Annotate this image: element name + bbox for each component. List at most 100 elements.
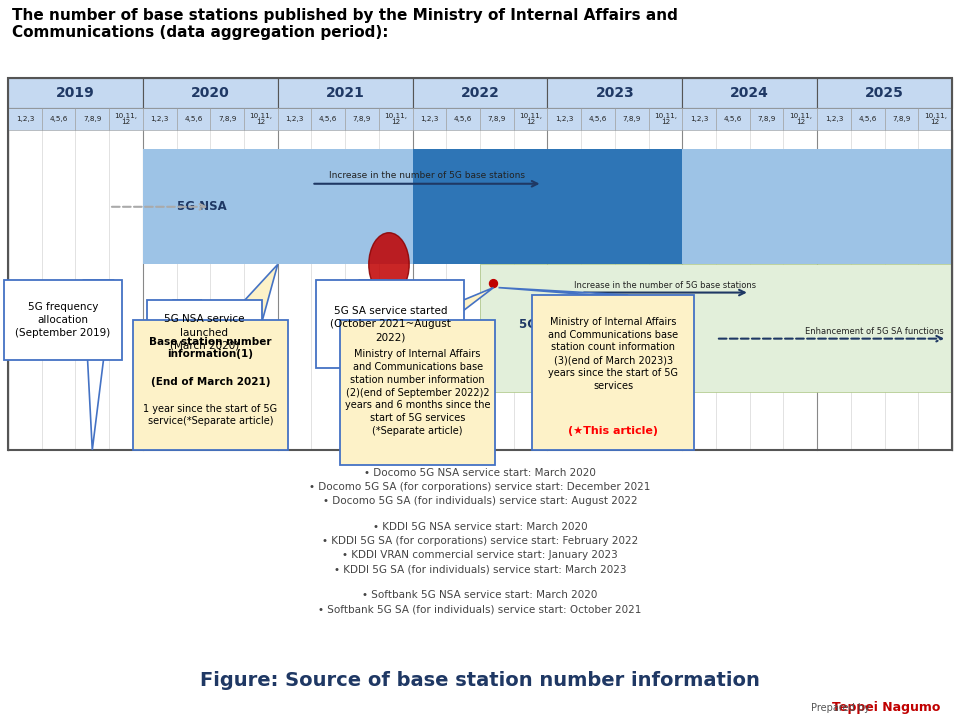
Text: 2021: 2021	[325, 86, 365, 100]
Bar	[614, 108, 649, 130]
Text: Ministry of Internal Affairs
and Communications base
station number information
: Ministry of Internal Affairs and Communi…	[345, 349, 491, 436]
Text: 2024: 2024	[731, 86, 769, 100]
Bar	[277, 78, 413, 108]
Bar	[581, 108, 614, 130]
Text: 5G frequency
allocation
(September 2019): 5G frequency allocation (September 2019)	[15, 302, 110, 338]
Polygon shape	[415, 287, 493, 320]
Bar	[413, 78, 547, 108]
Text: (★This article): (★This article)	[568, 426, 659, 436]
Bar	[143, 108, 177, 130]
Text: 10,11,
12: 10,11, 12	[519, 113, 542, 125]
Bar	[750, 108, 783, 130]
Text: • Docomo 5G SA (for individuals) service start: August 2022: • Docomo 5G SA (for individuals) service…	[323, 496, 637, 506]
Text: 4,5,6: 4,5,6	[49, 116, 68, 122]
Bar	[683, 78, 817, 108]
Text: 4,5,6: 4,5,6	[319, 116, 338, 122]
Bar	[340, 320, 495, 465]
Text: 5G NSA service
launched
(March 2020): 5G NSA service launched (March 2020)	[164, 315, 245, 351]
Text: 7,8,9: 7,8,9	[892, 116, 911, 122]
Bar	[919, 108, 952, 130]
Text: 10,11,
12: 10,11, 12	[250, 113, 273, 125]
Bar	[683, 149, 952, 264]
Text: 7,8,9: 7,8,9	[353, 116, 372, 122]
Bar	[8, 108, 41, 130]
Text: 1,2,3: 1,2,3	[690, 116, 708, 122]
Bar	[109, 108, 143, 130]
Text: Prepared by: Prepared by	[811, 703, 870, 713]
Bar	[346, 108, 379, 130]
Bar	[143, 78, 277, 108]
Bar	[716, 108, 750, 130]
Text: 1,2,3: 1,2,3	[285, 116, 303, 122]
Bar	[413, 108, 446, 130]
Bar	[514, 108, 547, 130]
Text: 10,11,
12: 10,11, 12	[789, 113, 812, 125]
Bar	[379, 108, 413, 130]
Text: 1,2,3: 1,2,3	[151, 116, 169, 122]
Text: • Docomo 5G NSA service start: March 2020: • Docomo 5G NSA service start: March 202…	[364, 468, 596, 478]
Text: Increase in the number of 5G base stations: Increase in the number of 5G base statio…	[574, 281, 756, 289]
Text: Ministry of Internal Affairs
and Communications base
station count information
(: Ministry of Internal Affairs and Communi…	[548, 317, 679, 391]
Text: 5G SA service started
(October 2021~August
2022): 5G SA service started (October 2021~Augu…	[330, 306, 451, 342]
Bar	[177, 108, 210, 130]
Text: Enhancement of 5G SA functions: Enhancement of 5G SA functions	[805, 327, 944, 336]
Bar	[851, 108, 884, 130]
Text: • KDDI VRAN commercial service start: January 2023: • KDDI VRAN commercial service start: Ja…	[342, 550, 618, 560]
Text: 5G NSA: 5G NSA	[177, 200, 227, 213]
Text: The number of base stations published by the Ministry of Internal Affairs and
Co: The number of base stations published by…	[12, 8, 678, 40]
Bar	[817, 78, 952, 108]
Bar	[132, 320, 288, 450]
Text: 7,8,9: 7,8,9	[757, 116, 776, 122]
Text: • Softbank 5G NSA service start: March 2020: • Softbank 5G NSA service start: March 2…	[362, 590, 598, 600]
Text: • KDDI 5G NSA service start: March 2020: • KDDI 5G NSA service start: March 2020	[372, 522, 588, 532]
Bar	[649, 108, 683, 130]
Polygon shape	[84, 280, 113, 450]
Text: 7,8,9: 7,8,9	[622, 116, 641, 122]
Text: Figure: Source of base station number information: Figure: Source of base station number in…	[200, 670, 760, 690]
Text: 4,5,6: 4,5,6	[454, 116, 472, 122]
Bar	[143, 149, 413, 264]
Bar	[76, 108, 109, 130]
Bar	[480, 264, 952, 392]
Polygon shape	[359, 280, 389, 295]
Bar	[446, 108, 480, 130]
Bar	[41, 108, 76, 130]
Bar	[547, 78, 683, 108]
Bar	[8, 78, 952, 450]
Text: 2023: 2023	[595, 86, 635, 100]
Bar	[8, 78, 143, 108]
Polygon shape	[159, 300, 201, 450]
Text: 1 year since the start of 5G
service(*Separate article): 1 year since the start of 5G service(*Se…	[143, 404, 277, 426]
Text: 7,8,9: 7,8,9	[488, 116, 506, 122]
Text: • KDDI 5G SA (for corporations) service start: February 2022: • KDDI 5G SA (for corporations) service …	[322, 536, 638, 546]
Text: 1,2,3: 1,2,3	[825, 116, 843, 122]
Text: 2025: 2025	[865, 86, 904, 100]
Text: 10,11,
12: 10,11, 12	[114, 113, 137, 125]
Text: Increase in the number of 5G base stations: Increase in the number of 5G base statio…	[329, 171, 525, 180]
Ellipse shape	[369, 233, 409, 296]
Text: • Docomo 5G SA (for corporations) service start: December 2021: • Docomo 5G SA (for corporations) servic…	[309, 482, 651, 492]
Bar	[533, 295, 694, 450]
Text: 2020: 2020	[191, 86, 229, 100]
Bar	[210, 108, 244, 130]
Bar	[783, 108, 817, 130]
Bar	[884, 108, 919, 130]
Text: • KDDI 5G SA (for individuals) service start: March 2023: • KDDI 5G SA (for individuals) service s…	[334, 564, 626, 574]
Bar	[4, 280, 122, 360]
Circle shape	[490, 279, 497, 287]
Bar	[413, 149, 683, 264]
Text: 10,11,
12: 10,11, 12	[384, 113, 407, 125]
Bar	[244, 108, 277, 130]
Text: (End of March 2021): (End of March 2021)	[151, 377, 270, 387]
Polygon shape	[227, 264, 277, 320]
Text: • Softbank 5G SA (for individuals) service start: October 2021: • Softbank 5G SA (for individuals) servi…	[319, 604, 641, 614]
Bar	[311, 108, 346, 130]
Text: 5G SA: 5G SA	[518, 318, 559, 331]
Bar	[317, 280, 465, 368]
Text: 1,2,3: 1,2,3	[555, 116, 573, 122]
Text: Teppei Nagumo: Teppei Nagumo	[831, 701, 940, 714]
Text: 4,5,6: 4,5,6	[588, 116, 607, 122]
Text: 1,2,3: 1,2,3	[15, 116, 34, 122]
Text: 10,11,
12: 10,11, 12	[924, 113, 947, 125]
Polygon shape	[498, 287, 628, 295]
